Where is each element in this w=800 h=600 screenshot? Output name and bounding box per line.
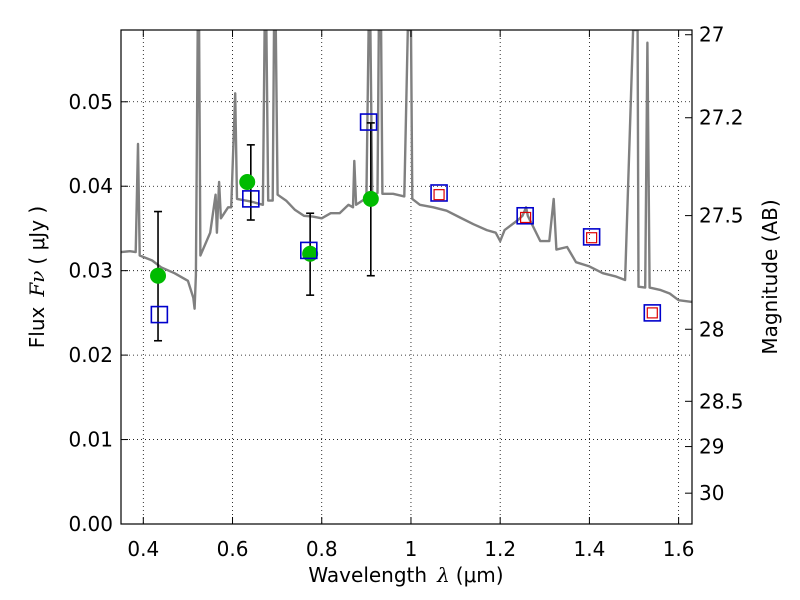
inner-flux-box xyxy=(520,211,532,224)
model-flux-box xyxy=(359,113,378,131)
x-tick-label: 1.4 xyxy=(573,537,605,561)
y-axis-title-unit: ( μJy ) xyxy=(25,206,49,265)
observed-flux-point xyxy=(362,190,379,207)
y2-tick-label: 28 xyxy=(699,317,724,341)
x-tick-label: 1 xyxy=(405,537,418,561)
x-axis-title-symbol: λ xyxy=(436,563,450,587)
y-axis-title: Flux Fν ( μJy ) xyxy=(25,206,49,348)
x-tick-label: 0.8 xyxy=(306,537,338,561)
y-tick-label: 0.02 xyxy=(68,343,113,367)
y2-tick-label: 28.5 xyxy=(699,389,744,413)
plot-frame xyxy=(120,29,693,525)
model-flux-box xyxy=(242,190,260,208)
x-tick-label: 0.6 xyxy=(217,537,249,561)
y-axis-title-symbol: Fν xyxy=(25,271,49,298)
model-flux-box xyxy=(150,305,169,324)
x-tick-label: 0.4 xyxy=(127,537,159,561)
y2-tick-label: 27.5 xyxy=(699,204,744,228)
inner-flux-box xyxy=(586,232,598,244)
model-flux-box xyxy=(300,241,318,260)
model-flux-box xyxy=(582,228,601,246)
y2-tick-label: 30 xyxy=(699,481,724,505)
y-tick-label: 0.00 xyxy=(68,512,113,536)
observed-flux-point xyxy=(150,267,167,284)
y2-tick-label: 27 xyxy=(699,23,724,47)
x-axis-title-unit: (μm) xyxy=(456,563,504,587)
x-axis-title-text: Wavelength xyxy=(308,563,427,587)
x-axis-title: Wavelength λ (μm) xyxy=(308,563,503,587)
y-tick-label: 0.03 xyxy=(68,259,113,283)
y-tick-label: 0.04 xyxy=(68,174,113,198)
model-flux-box xyxy=(430,184,448,202)
ticks: 0.4 0.6 0.8 1 1.2 1.4 1.6 0.00 0.01 0.02 0.03 0.04 0… xyxy=(68,23,743,561)
y2-tick-label: 29 xyxy=(699,435,724,459)
y2-axis-title: Magnitude (AB) xyxy=(758,199,782,354)
inner-flux-box xyxy=(433,189,445,201)
observed-flux-layer xyxy=(150,174,379,284)
observed-flux-point xyxy=(239,174,256,190)
y-tick-label: 0.05 xyxy=(68,90,113,114)
y-axis-title-text: Flux xyxy=(25,306,49,348)
y2-tick-label: 27.2 xyxy=(699,106,744,130)
model-flux-box xyxy=(643,304,662,322)
model-flux-box-layer xyxy=(150,113,662,324)
x-tick-label: 1.6 xyxy=(663,537,695,561)
plot-area xyxy=(121,30,692,342)
y-tick-label: 0.01 xyxy=(68,428,113,452)
x-tick-label: 1.2 xyxy=(484,537,516,561)
model-flux-box xyxy=(516,206,534,225)
observed-flux-point xyxy=(302,245,319,262)
inner-flux-box xyxy=(646,307,658,319)
